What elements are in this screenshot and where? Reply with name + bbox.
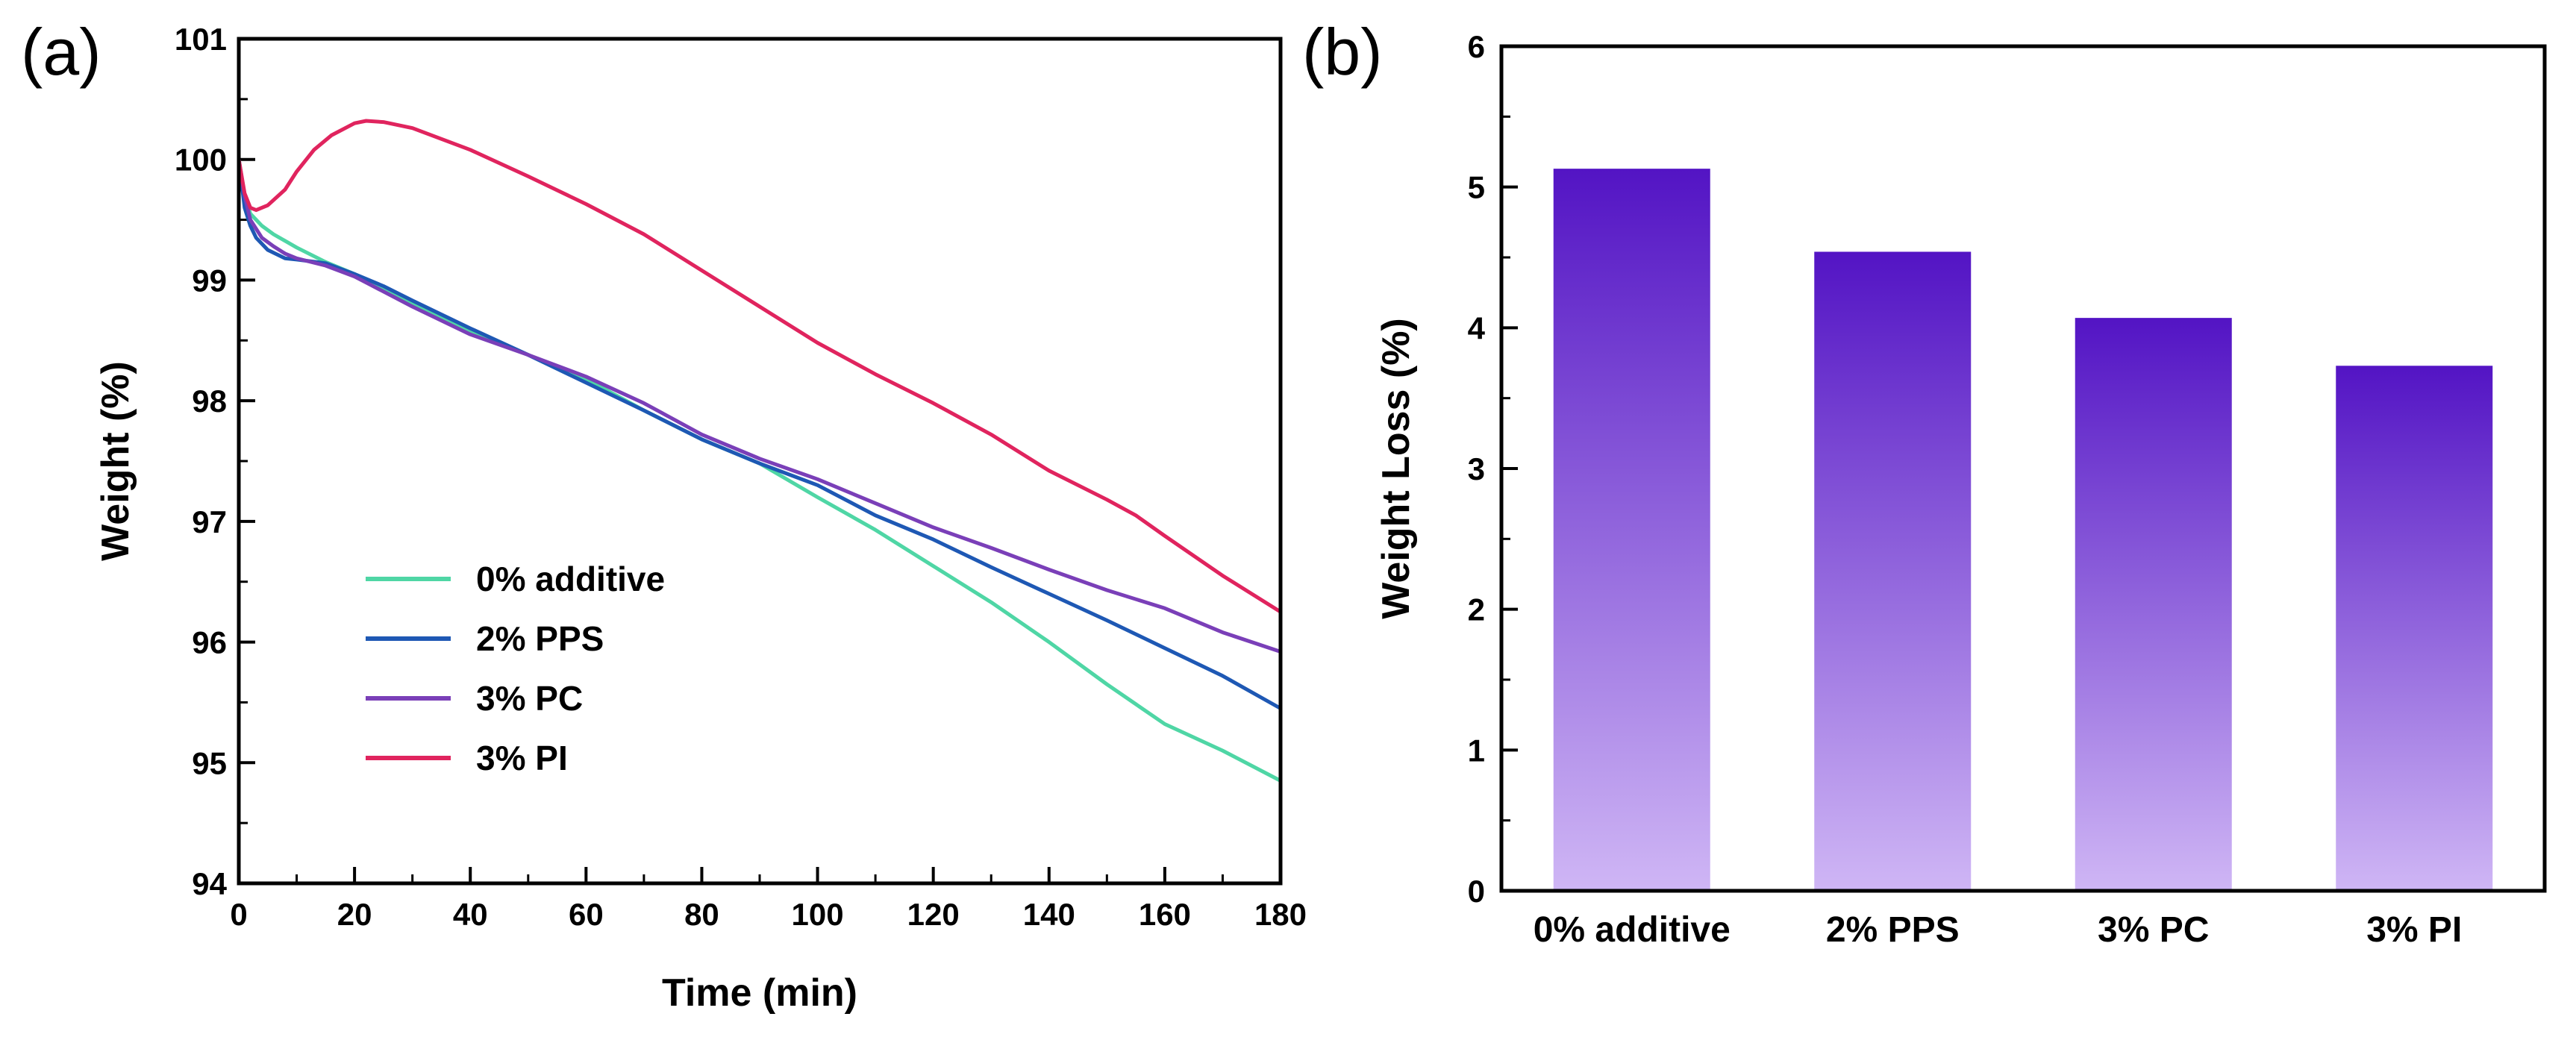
bar-3-pi — [2336, 366, 2493, 892]
panel-a-label: (a) — [21, 15, 101, 89]
y-tick-label: 3 — [1468, 451, 1485, 486]
category-label: 3% PI — [2366, 910, 2462, 950]
x-tick-label: 140 — [1023, 897, 1075, 932]
y-tick-label: 101 — [175, 22, 227, 57]
y-tick-label: 2 — [1468, 592, 1485, 627]
y-tick-label: 96 — [192, 625, 227, 660]
y-tick-label: 4 — [1468, 310, 1486, 345]
panel-b-tick-labels: 0 1 2 3 4 5 6 — [1468, 29, 1486, 909]
series-line-3-pi — [237, 119, 1283, 614]
x-tick-label: 20 — [337, 897, 372, 932]
y-tick-label: 94 — [192, 866, 227, 901]
y-tick-label: 95 — [192, 745, 227, 780]
legend-label: 2% PPS — [476, 619, 604, 658]
x-tick-label: 0 — [230, 897, 247, 932]
panel-b-category-labels: 0% additive 2% PPS 3% PC 3% PI — [1534, 910, 2463, 950]
y-tick-label: 0 — [1468, 874, 1485, 909]
panel-a-y-axis-title: Weight (%) — [94, 361, 137, 561]
panel-a-plot-frame — [237, 37, 1283, 886]
panel-a-legend: 0% additive 2% PPS 3% PC 3% PI — [366, 560, 665, 777]
y-tick-label: 97 — [192, 504, 227, 539]
y-tick-label: 100 — [175, 142, 227, 178]
category-label: 0% additive — [1534, 910, 1731, 950]
y-tick-label: 99 — [192, 263, 227, 298]
panel-a-line-chart: (a) 0 20 40 60 80 100 120 140 160 180 94 95 96 97 98 99… — [21, 15, 1307, 1015]
y-tick-label: 1 — [1468, 733, 1485, 768]
legend-label: 3% PC — [476, 679, 583, 718]
bar-2-pps — [1814, 251, 1972, 891]
x-tick-label: 80 — [684, 897, 719, 932]
panel-a-series — [237, 119, 1283, 783]
y-tick-label: 5 — [1468, 170, 1485, 205]
panel-b-y-axis-title: Weight Loss (%) — [1375, 318, 1418, 618]
x-tick-label: 40 — [453, 897, 488, 932]
y-tick-label: 98 — [192, 383, 227, 419]
panel-a-tick-labels: 0 20 40 60 80 100 120 140 160 180 94 95 96 97 98 99 100 1… — [175, 22, 1307, 932]
x-tick-label: 60 — [569, 897, 604, 932]
x-tick-label: 120 — [907, 897, 960, 932]
panel-b-label: (b) — [1302, 15, 1383, 89]
x-tick-label: 180 — [1254, 897, 1307, 932]
category-label: 2% PPS — [1826, 910, 1960, 950]
panel-b-bars — [1553, 169, 2493, 892]
bar-0-additive — [1553, 169, 1710, 891]
y-tick-label: 6 — [1468, 29, 1485, 64]
x-tick-label: 160 — [1139, 897, 1191, 932]
series-line-0-additive — [237, 157, 1283, 783]
panel-a-x-axis-title: Time (min) — [662, 971, 857, 1015]
panel-b-plot-frame — [1499, 44, 2547, 893]
series-line-3-pc — [237, 157, 1283, 654]
legend-label: 0% additive — [476, 560, 665, 598]
series-line-2-pps — [237, 157, 1283, 710]
x-tick-label: 100 — [792, 897, 844, 932]
category-label: 3% PC — [2098, 910, 2209, 950]
legend-label: 3% PI — [476, 739, 568, 777]
bar-3-pc — [2075, 318, 2232, 891]
